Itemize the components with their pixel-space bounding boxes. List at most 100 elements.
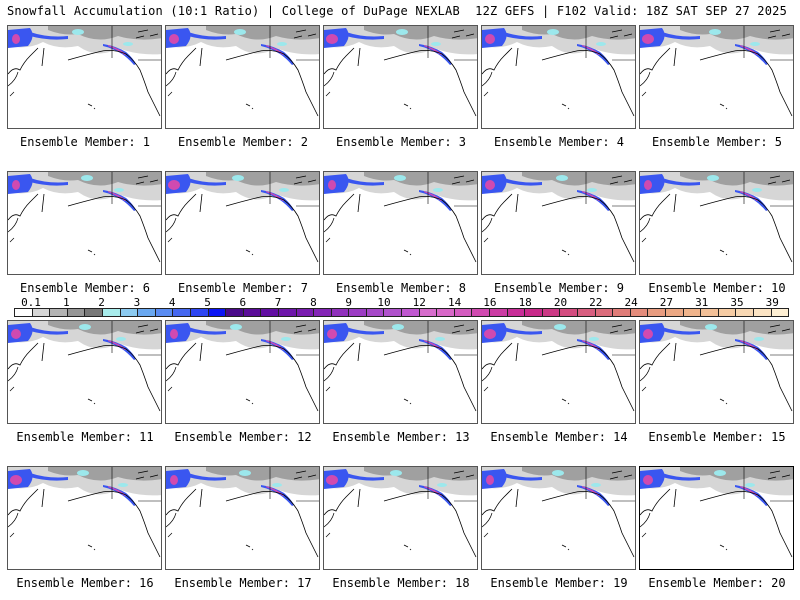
- hawaii-islands: [403, 544, 412, 551]
- snow-magenta-area: [326, 475, 338, 485]
- snow-cyan-patch: [714, 470, 726, 476]
- lake-coastline: [767, 29, 791, 39]
- ensemble-map-panel: [323, 466, 478, 570]
- hawaii-islands: [561, 544, 570, 551]
- run-valid-time: 12Z GEFS | F102 Valid: 18Z SAT SEP 27 20…: [475, 4, 787, 18]
- coastline-asia: [166, 217, 177, 243]
- snow-blue-streak: [504, 32, 542, 40]
- snow-blue-streak: [346, 178, 384, 186]
- ensemble-map-panel: [7, 25, 162, 129]
- ensemble-map-panel: [323, 25, 478, 129]
- coastline-asia: [640, 71, 651, 97]
- snow-cyan-patch: [707, 175, 719, 181]
- snow-cyan-patch: [114, 188, 124, 192]
- snow-cyan-patch: [589, 337, 599, 341]
- snow-magenta-area: [643, 475, 653, 485]
- colorbar-swatch: [313, 308, 332, 317]
- colorbar-swatch: [101, 308, 121, 317]
- lake-coastline: [767, 324, 791, 334]
- colorbar-swatch: [119, 308, 139, 317]
- snow-alaska-coast: [419, 44, 452, 65]
- colorbar-tick-label: 6: [239, 296, 247, 309]
- colorbar-tick-label: 9: [345, 296, 352, 309]
- snow-magenta-area: [486, 475, 494, 485]
- colorbar-swatch: [471, 308, 491, 317]
- colorbar-swatch: [700, 308, 719, 317]
- coastline: [166, 193, 319, 263]
- snow-alaska-coast: [577, 485, 610, 506]
- country-border: [585, 467, 635, 502]
- ensemble-member-label: Ensemble Member: 14: [490, 430, 628, 444]
- colorbar-swatch: [137, 308, 156, 317]
- colorbar-swatch: [401, 308, 420, 317]
- coastline: [166, 488, 319, 558]
- snow-blue-streak: [662, 32, 700, 40]
- snowfall-map: [166, 321, 319, 412]
- snow-cyan-patch: [79, 324, 91, 330]
- ensemble-member-label: Ensemble Member: 20: [648, 576, 786, 590]
- colorbar-swatch: [436, 308, 455, 317]
- snow-cyan-patch: [556, 175, 568, 181]
- coastline: [640, 488, 793, 558]
- snow-alaska-coast: [735, 44, 768, 65]
- ensemble-member-label: Ensemble Member: 12: [174, 430, 312, 444]
- snow-band-mid: [206, 467, 319, 481]
- snow-cyan-patch: [81, 175, 93, 181]
- colorbar-swatch: [735, 308, 754, 317]
- snow-alaska-coast: [577, 190, 610, 211]
- colorbar-tick-label: 39: [765, 296, 779, 309]
- snow-alaska-coast: [261, 44, 294, 65]
- snow-blue-streak: [346, 473, 384, 481]
- snowfall-map: [8, 467, 161, 558]
- snow-band-mid: [48, 467, 161, 481]
- country-border: [427, 321, 477, 356]
- colorbar-swatch: [242, 308, 262, 317]
- snow-band-mid: [206, 172, 319, 186]
- snow-band-mid: [364, 172, 477, 186]
- coastline: [8, 47, 161, 117]
- coastline: [324, 342, 477, 412]
- country-border: [585, 321, 635, 356]
- snow-cyan-patch: [433, 188, 443, 192]
- coastline-asia: [482, 217, 493, 243]
- hawaii-islands: [719, 398, 728, 405]
- country-border: [743, 172, 793, 207]
- snow-magenta-area: [10, 475, 22, 485]
- colorbar-swatch: [207, 308, 227, 317]
- coastline: [166, 47, 319, 117]
- colorbar-swatch: [524, 308, 543, 317]
- snow-cyan-patch: [234, 29, 246, 35]
- lake-coastline: [135, 29, 159, 39]
- snow-alaska-coast: [103, 44, 136, 65]
- lake-coastline: [293, 175, 317, 185]
- colorbar-swatch: [541, 308, 561, 317]
- snow-cyan-patch: [230, 324, 242, 330]
- ensemble-member-label: Ensemble Member: 7: [177, 281, 309, 295]
- snow-magenta-area: [485, 180, 495, 190]
- snow-cyan-patch: [437, 483, 447, 487]
- snow-magenta-area: [327, 329, 337, 339]
- country-border: [427, 172, 477, 207]
- snow-blue-streak: [662, 473, 700, 481]
- coastline-asia: [640, 366, 651, 392]
- snow-cyan-patch: [390, 470, 402, 476]
- snow-band-mid: [206, 26, 319, 40]
- coastline: [324, 193, 477, 263]
- ensemble-member-label: Ensemble Member: 19: [490, 576, 628, 590]
- colorbar-tick-label: 3: [133, 296, 141, 309]
- snow-alaska-coast: [419, 339, 452, 360]
- snow-alaska-coast: [577, 339, 610, 360]
- snow-cyan-patch: [591, 483, 601, 487]
- hawaii-islands: [245, 249, 254, 256]
- ensemble-member-label: Ensemble Member: 3: [335, 135, 467, 149]
- snow-blue-streak: [30, 32, 68, 40]
- colorbar-tick-label: 14: [447, 296, 462, 309]
- snow-cyan-patch: [554, 324, 566, 330]
- colorbar-swatch: [489, 308, 508, 317]
- country-border: [585, 172, 635, 207]
- snow-band-mid: [680, 26, 793, 40]
- lake-coastline: [609, 324, 633, 334]
- snow-band-mid: [364, 26, 477, 40]
- lake-coastline: [451, 470, 475, 480]
- colorbar-labels: 0.1 1 2 3 4 5 6 7 8 9 10 12 14 16 18 20 22 24 27 31 35 39: [0, 296, 800, 309]
